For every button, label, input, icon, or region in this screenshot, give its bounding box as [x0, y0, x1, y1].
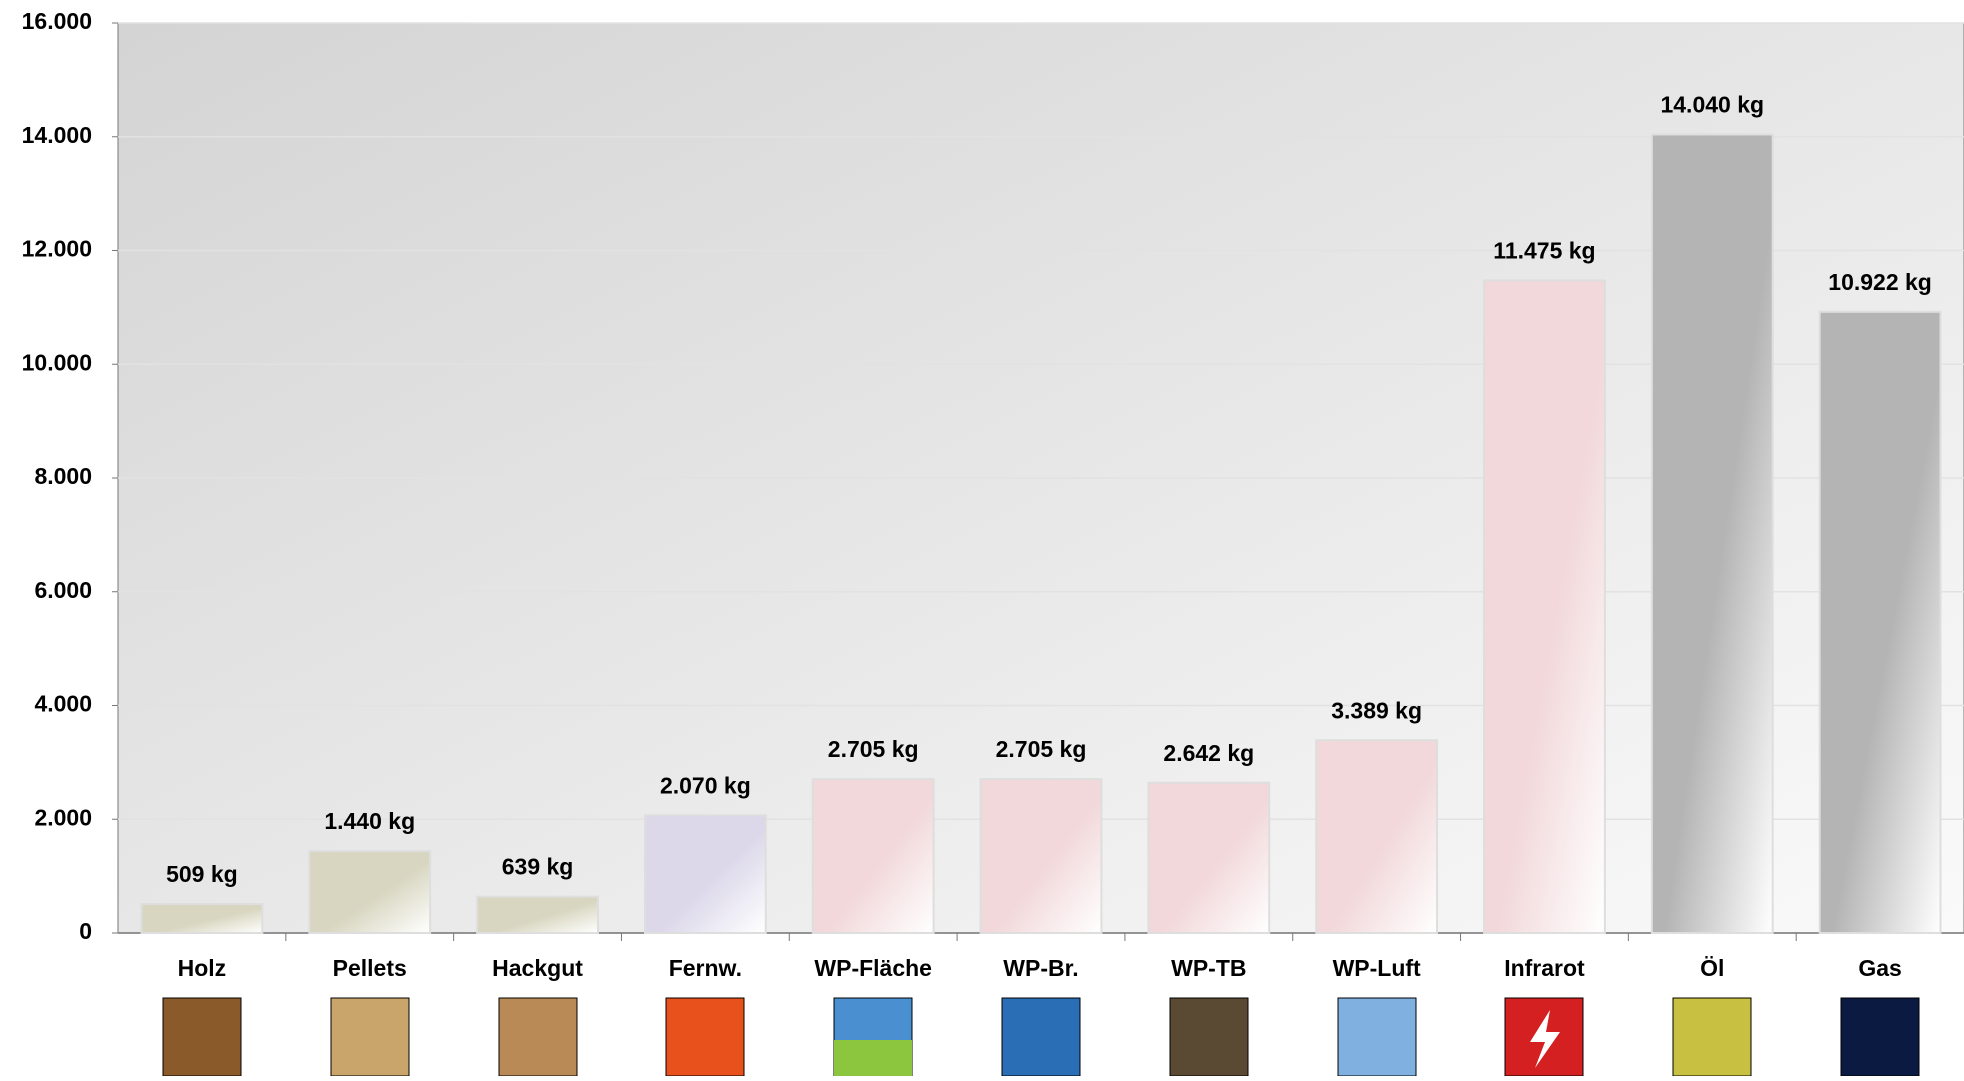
y-tick-label: 6.000 [34, 577, 92, 603]
x-tick-label: Fernw. [669, 955, 742, 981]
bar [1148, 783, 1269, 933]
y-tick-label: 16.000 [22, 8, 92, 34]
bar [1652, 134, 1773, 933]
category-icons [163, 998, 1919, 1076]
x-tick-label: WP-Br. [1003, 955, 1078, 981]
x-tick-label: Infrarot [1504, 955, 1585, 981]
value-label: 639 kg [502, 854, 574, 880]
bar [309, 851, 430, 933]
icon-wp-tb [1170, 998, 1248, 1076]
bar [1484, 280, 1605, 933]
icon-hackgut [499, 998, 577, 1076]
bar [813, 779, 934, 933]
icon-oel [1673, 998, 1751, 1076]
x-tick-label: Hackgut [492, 955, 583, 981]
x-tick-label: Pellets [333, 955, 407, 981]
value-label: 1.440 kg [324, 808, 415, 834]
value-label: 2.705 kg [828, 736, 919, 762]
bar [981, 779, 1102, 933]
icon-pellets [331, 998, 409, 1076]
x-tick-label: WP-TB [1171, 955, 1246, 981]
y-tick-label: 14.000 [22, 122, 92, 148]
value-label: 11.475 kg [1493, 237, 1595, 263]
icon-wp-luft [1338, 998, 1416, 1076]
icon-gas [1841, 998, 1919, 1076]
x-tick-label: Holz [178, 955, 227, 981]
icon-wp-flaeche-field [834, 1040, 912, 1076]
value-label: 10.922 kg [1828, 269, 1932, 295]
bar [477, 897, 598, 933]
value-label: 14.040 kg [1660, 92, 1764, 118]
value-label: 2.642 kg [1163, 740, 1254, 766]
bar [1820, 312, 1941, 933]
icon-holz [163, 998, 241, 1076]
bar [1316, 740, 1437, 933]
x-tick-label: WP-Fläche [814, 955, 932, 981]
y-tick-label: 8.000 [34, 463, 92, 489]
y-tick-label: 4.000 [34, 691, 92, 717]
page: {"chart_data": {"type": "bar", "categori… [0, 0, 1964, 1076]
x-tick-label: WP-Luft [1333, 955, 1421, 981]
chart: 0 2.000 4.000 6.000 8.000 10.000 12.000 14.000 1… [0, 0, 1964, 1076]
y-tick-label: 10.000 [22, 349, 92, 375]
y-tick-label: 2.000 [34, 804, 92, 830]
value-label: 2.070 kg [660, 772, 751, 798]
value-label: 2.705 kg [996, 736, 1087, 762]
x-tick-label: Öl [1700, 955, 1724, 981]
y-tick-label: 12.000 [22, 236, 92, 262]
bar [645, 815, 766, 933]
x-tick-label: Gas [1858, 955, 1901, 981]
icon-wp-br [1002, 998, 1080, 1076]
bar [141, 904, 262, 933]
value-label: 509 kg [166, 861, 238, 887]
y-tick-label: 0 [79, 918, 92, 944]
icon-fernw [666, 998, 744, 1076]
value-label: 3.389 kg [1331, 697, 1422, 723]
